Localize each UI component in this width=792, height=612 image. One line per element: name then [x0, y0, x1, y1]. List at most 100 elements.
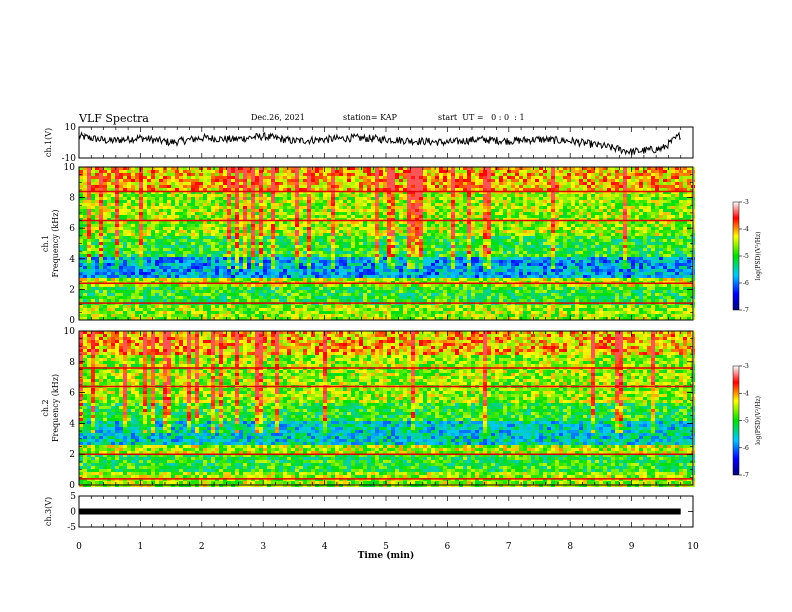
spectrogram-cell [551, 182, 555, 185]
spectrogram-cell [343, 224, 347, 227]
spectrogram-cell [87, 197, 91, 200]
spectrogram-cell [339, 224, 343, 227]
spectrogram-cell [467, 254, 471, 257]
spectrogram-cell [451, 248, 455, 251]
spectrogram-cell [535, 239, 539, 242]
spectrogram-cell [235, 215, 239, 218]
spectrogram-cell [555, 203, 559, 206]
spectrogram-cell [687, 209, 691, 212]
spectrogram-cell [459, 185, 463, 188]
spectrogram-cell [607, 239, 611, 242]
spectrogram-cell [459, 197, 463, 200]
spectrogram-cell [123, 215, 127, 218]
spectrogram-cell [391, 167, 395, 170]
spectrogram-cell [87, 188, 91, 191]
spectrogram-cell [367, 170, 371, 173]
spectrogram-cell [99, 260, 103, 263]
spectrogram-cell [567, 230, 571, 233]
spectrogram-cell [431, 257, 435, 260]
spectrogram-cell [87, 173, 91, 176]
spectrogram-cell [363, 206, 367, 209]
spectrogram-cell [367, 185, 371, 188]
spectrogram-cell [175, 194, 179, 197]
spectrogram-cell [363, 236, 367, 239]
spectrogram-cell [643, 167, 647, 170]
spectrogram-cell [687, 239, 691, 242]
spectrogram-cell [423, 215, 427, 218]
spectrogram-cell [215, 188, 219, 191]
spectrogram-cell [499, 242, 503, 245]
spectrogram-cell [103, 221, 107, 224]
spectrogram-cell [483, 227, 487, 230]
spectrogram-cell [611, 251, 615, 254]
spectrogram-cell [595, 230, 599, 233]
spectrogram-cell [527, 224, 531, 227]
spectrogram-cell [127, 173, 131, 176]
spectrogram-cell [491, 257, 495, 260]
spectrogram-cell [295, 230, 299, 233]
spectrogram-cell [147, 185, 151, 188]
spectrogram-cell [91, 200, 95, 203]
spectrogram-cell [255, 227, 259, 230]
spectrogram-cell [299, 221, 303, 224]
spectrogram-cell [247, 221, 251, 224]
spectrogram-cell [419, 254, 423, 257]
spectrogram-cell [687, 230, 691, 233]
spectrogram-cell [531, 176, 535, 179]
spectrogram-cell [375, 227, 379, 230]
spectrogram-cell [603, 167, 607, 170]
spectrogram-cell [123, 194, 127, 197]
spectrogram-cell [279, 188, 283, 191]
spectrogram-cell [427, 245, 431, 248]
spectrogram-cell [271, 218, 275, 221]
spectrogram-cell [331, 251, 335, 254]
spectrogram-cell [375, 176, 379, 179]
spectrogram-cell [219, 260, 223, 263]
spectrogram-cell [111, 254, 115, 257]
spectrogram-cell [567, 212, 571, 215]
spectrogram-cell [375, 239, 379, 242]
spectrogram-cell [335, 230, 339, 233]
spectrogram-cell [463, 254, 467, 257]
spectrogram-cell [463, 182, 467, 185]
spectrogram-cell [511, 233, 515, 236]
spectrogram-cell [447, 212, 451, 215]
spectrogram-cell [331, 254, 335, 257]
spectrogram-cell [415, 230, 419, 233]
spectrogram-cell [639, 173, 643, 176]
spectrogram-cell [295, 191, 299, 194]
spectrogram-cell [571, 254, 575, 257]
spectrogram-cell [127, 188, 131, 191]
spectrogram-cell [479, 236, 483, 239]
spectrogram-cell [83, 203, 87, 206]
spectrogram-cell [487, 248, 491, 251]
spectrogram-cell [183, 197, 187, 200]
spectrogram-cell [299, 200, 303, 203]
spectrogram-cell [411, 191, 415, 194]
spectrogram-cell [143, 173, 147, 176]
spectrogram-cell [415, 197, 419, 200]
spectrogram-cell [275, 185, 279, 188]
spectrogram-cell [151, 194, 155, 197]
spectrogram-cell [687, 185, 691, 188]
spectrogram-cell [239, 173, 243, 176]
spectrogram-cell [571, 212, 575, 215]
spectrogram-cell [439, 170, 443, 173]
spectrogram-cell [99, 251, 103, 254]
spectrogram-cell [235, 197, 239, 200]
spectrogram-cell [267, 200, 271, 203]
spectrogram-cell [599, 197, 603, 200]
spectrogram-cell [651, 242, 655, 245]
spectrogram-cell [351, 230, 355, 233]
spectrogram-cell [115, 254, 119, 257]
spectrogram-cell [163, 185, 167, 188]
spectrogram-cell [595, 209, 599, 212]
spectrogram-cell [331, 200, 335, 203]
spectrogram-cell [619, 176, 623, 179]
spectrogram-cell [635, 254, 639, 257]
spectrogram-cell [243, 218, 247, 221]
spectrogram-cell [163, 239, 167, 242]
spectrogram-cell [219, 212, 223, 215]
spectrogram-cell [207, 209, 211, 212]
spectrogram-cell [327, 182, 331, 185]
